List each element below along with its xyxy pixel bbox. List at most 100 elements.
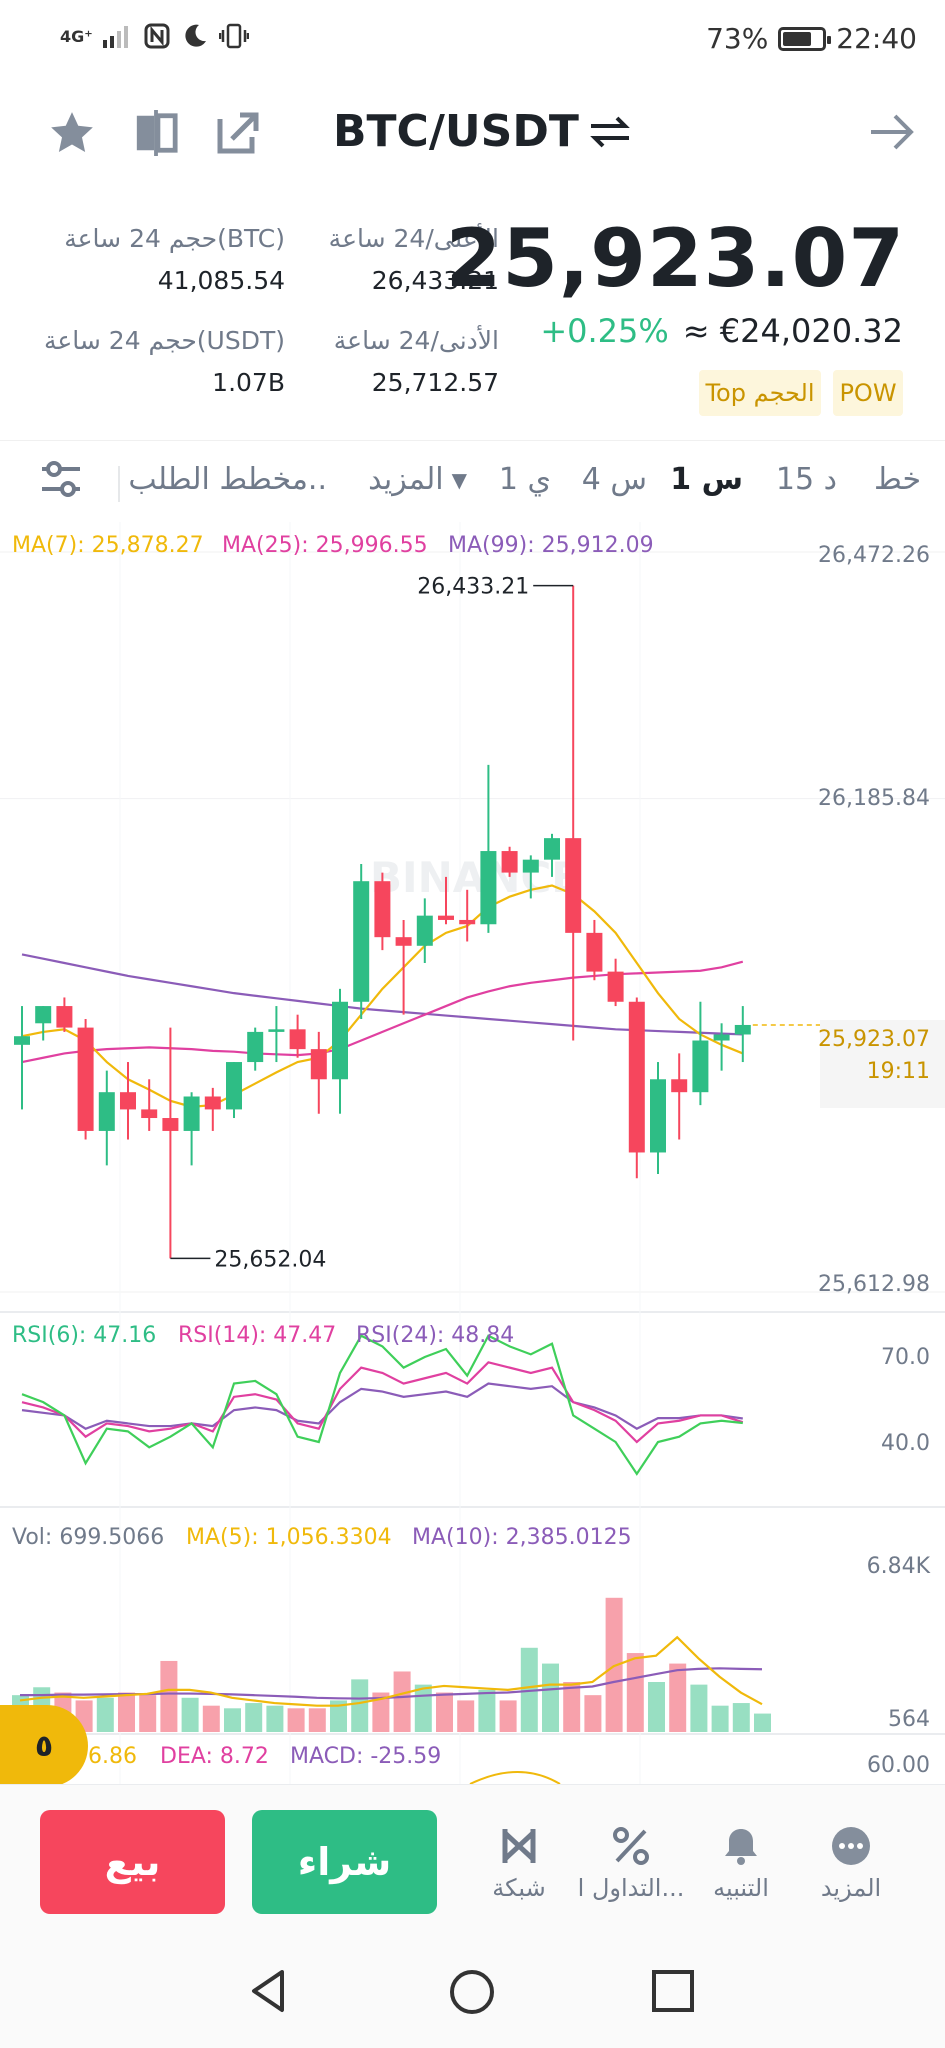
tab-4h[interactable]: 4 س <box>581 462 647 497</box>
candle-down <box>438 915 454 920</box>
compare-icon[interactable] <box>128 105 184 161</box>
price-axis-bottom: 25,612.98 <box>818 1272 930 1297</box>
buy-button[interactable]: شراء <box>252 1810 437 1914</box>
volume-bar <box>308 1708 326 1732</box>
sell-button[interactable]: بيع <box>40 1810 225 1914</box>
volume-bar <box>393 1671 411 1732</box>
vol-usdt-value: 1.07B <box>212 368 285 397</box>
macd-dea-legend: DEA: 8.72 <box>160 1744 269 1769</box>
share-icon[interactable] <box>210 105 266 161</box>
candle-up <box>332 1001 348 1080</box>
ma7-legend: MA(7): 25,878.27 <box>12 533 204 558</box>
volume-bar <box>372 1692 390 1732</box>
candle-down <box>204 1096 221 1110</box>
low-24h-value: 25,712.57 <box>371 368 499 397</box>
tag-top-volume[interactable]: Top الحجم <box>699 370 821 416</box>
percent-icon <box>576 1824 686 1868</box>
candle-down <box>565 838 582 933</box>
vol-axis-top: 6.84K <box>867 1554 931 1579</box>
alert-button[interactable]: التنبيه <box>686 1824 796 1902</box>
tab-more[interactable]: المزيد ▼ <box>368 462 467 497</box>
watermark: BINANCE <box>370 853 580 902</box>
candle-down <box>395 937 412 946</box>
vol-ma10-legend: MA(10): 2,385.0125 <box>412 1525 632 1550</box>
candlestick-chart[interactable]: BINANCE 26,433.21 25,652.04 MA(7): 25,878… <box>0 522 945 1784</box>
candle-down <box>162 1118 179 1131</box>
pair-name: BTC/USDT <box>333 106 579 157</box>
more-button[interactable]: المزيد <box>796 1824 906 1902</box>
alert-label: التنبيه <box>713 1874 769 1902</box>
vol-legend: Vol: 699.5066 <box>12 1525 164 1550</box>
candle-up <box>226 1062 242 1110</box>
macd-dif-legend: 6.86 <box>88 1744 137 1769</box>
grid-label: شبكة <box>492 1874 546 1902</box>
back-arrow-icon[interactable] <box>867 108 917 164</box>
grid-trading-button[interactable]: شبكة <box>464 1824 574 1902</box>
vol-ma5-legend: MA(5): 1,056.3304 <box>186 1525 392 1550</box>
last-price: 25,923.07 <box>445 212 905 305</box>
status-icons: 4G⁺ <box>60 22 249 50</box>
volume-bar <box>202 1705 220 1732</box>
volume-bar <box>414 1684 432 1732</box>
price-axis-mid: 26,185.84 <box>818 786 930 811</box>
high-marker-label: 26,433.21 <box>417 575 529 600</box>
ma99-legend: MA(99): 25,912.09 <box>448 533 654 558</box>
tab-15m[interactable]: 15 د <box>775 462 837 497</box>
chart-settings-icon[interactable] <box>38 456 84 506</box>
battery-percent: 73% <box>706 22 769 55</box>
rsi6-line <box>21 1334 743 1476</box>
ma25-legend: MA(25): 25,996.55 <box>222 533 428 558</box>
volume-bar <box>224 1708 241 1732</box>
candle-up <box>183 1096 200 1131</box>
volume-bar <box>626 1653 644 1732</box>
candle-down <box>628 1001 645 1153</box>
volume-bar <box>478 1689 496 1732</box>
vol-axis-bottom: 564 <box>888 1707 930 1732</box>
price-change-row: +0.25% ≈ €24,020.32 <box>540 312 903 350</box>
vol-usdt-label: حجم 24 ساعة(USDT) <box>43 326 285 355</box>
candle-up <box>98 1092 115 1131</box>
pair-title[interactable]: BTC/USDT <box>333 106 631 157</box>
candle-up <box>734 1024 751 1035</box>
candle-down <box>501 851 518 873</box>
tab-1d[interactable]: 1 ي <box>498 462 551 497</box>
volume-bar <box>648 1682 665 1732</box>
nav-recents-icon[interactable] <box>650 1968 696 2014</box>
timeframe-bar <box>0 440 945 521</box>
volume-bar <box>351 1679 369 1732</box>
candle-up <box>268 1029 285 1032</box>
volume-bar <box>139 1695 157 1732</box>
macd-value-legend: MACD: -25.59 <box>290 1744 441 1769</box>
tab-depth-chart[interactable]: مخطط الطلب.. <box>128 462 327 497</box>
clock: 22:40 <box>836 22 917 55</box>
candle-down <box>607 971 624 1002</box>
candle-down <box>77 1027 94 1131</box>
volume-bar <box>690 1684 708 1732</box>
candle-up <box>247 1031 264 1063</box>
tab-line[interactable]: خط <box>873 462 921 497</box>
candle-countdown: 19:11 <box>867 1059 930 1084</box>
nav-home-icon[interactable] <box>448 1968 496 2016</box>
tab-1h[interactable]: 1 س <box>670 462 743 497</box>
tag-pow[interactable]: POW <box>833 370 903 416</box>
favorite-star-icon[interactable] <box>44 105 100 161</box>
current-price-box <box>820 1020 945 1108</box>
candle-up <box>522 859 539 873</box>
vol-btc-value: 41,085.54 <box>157 266 285 295</box>
candle-up <box>544 838 560 860</box>
volume-bar <box>457 1700 475 1732</box>
nav-back-icon[interactable] <box>246 1968 292 2014</box>
candle-up <box>14 1036 30 1045</box>
badge-label: ٥ <box>34 1728 54 1764</box>
system-nav-bar <box>0 1924 945 2048</box>
trading-label: التداول ا... <box>577 1874 685 1902</box>
network-indicator: 4G⁺ <box>60 26 93 46</box>
trading-bots-button[interactable]: التداول ا... <box>576 1824 686 1902</box>
candle-up <box>692 1040 709 1093</box>
tab-more-label: المزيد <box>368 462 444 497</box>
current-price-label: 25,923.07 <box>818 1027 930 1052</box>
volume-bar <box>584 1695 602 1732</box>
macd-axis: 60.00 <box>867 1753 930 1778</box>
promo-badge[interactable]: ٥ <box>0 1705 88 1787</box>
candle-up <box>35 1006 52 1024</box>
